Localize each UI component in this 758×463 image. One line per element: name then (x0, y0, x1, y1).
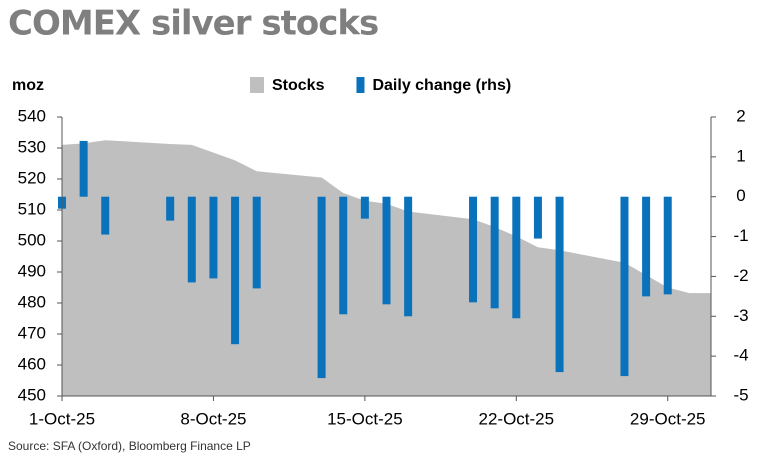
legend-swatch (356, 77, 365, 93)
y2-tick-label: -1 (733, 226, 748, 245)
change-bar (339, 196, 348, 315)
change-bar (620, 196, 629, 377)
change-bar (166, 196, 175, 221)
change-bar (360, 196, 369, 219)
change-bar (209, 196, 218, 279)
y-tick-label: 500 (18, 230, 46, 249)
x-tick-label: 8-Oct-25 (180, 409, 246, 428)
change-bar (469, 196, 478, 303)
x-tick-label: 15-Oct-25 (327, 409, 403, 428)
y2-tick-label: -4 (733, 346, 748, 365)
y-tick-label: 450 (18, 385, 46, 404)
y-tick-label: 510 (18, 199, 46, 218)
change-bar (642, 196, 651, 297)
x-tick-label: 29-Oct-25 (630, 409, 706, 428)
change-bar (317, 196, 326, 379)
change-bar (533, 196, 542, 239)
source-note: Source: SFA (Oxford), Bloomberg Finance … (8, 439, 251, 453)
y-tick-label: 540 (18, 106, 46, 125)
y-tick-label: 490 (18, 261, 46, 280)
y2-tick-label: 2 (736, 106, 745, 125)
x-tick-label: 22-Oct-25 (479, 409, 555, 428)
plot-area (58, 140, 711, 396)
chart-title: COMEX silver stocks (8, 4, 378, 44)
change-bar (490, 196, 499, 309)
change-bar (231, 196, 240, 345)
change-bar (555, 196, 564, 373)
legend-swatch (250, 77, 264, 93)
change-bar (252, 196, 261, 289)
change-bar (101, 196, 110, 235)
y2-tick-label: 0 (736, 186, 745, 205)
change-bar (187, 196, 196, 283)
change-bar (79, 140, 88, 197)
legend-label: Stocks (272, 77, 325, 94)
legend-label: Daily change (rhs) (372, 77, 511, 94)
change-bar (663, 196, 672, 295)
y2-tick-label: -3 (733, 306, 748, 325)
y2-tick-label: -2 (733, 266, 748, 285)
y2-tick-label: -5 (733, 385, 748, 404)
y-tick-label: 470 (18, 323, 46, 342)
x-tick-label: 1-Oct-25 (29, 409, 95, 428)
y-tick-label: 460 (18, 354, 46, 373)
y2-tick-label: 1 (736, 146, 745, 165)
y-axis-label: moz (12, 77, 44, 94)
y-tick-label: 480 (18, 292, 46, 311)
y-tick-label: 530 (18, 137, 46, 156)
change-bar (382, 196, 391, 305)
y-tick-label: 520 (18, 168, 46, 187)
change-bar (404, 196, 413, 317)
change-bar (512, 196, 521, 319)
